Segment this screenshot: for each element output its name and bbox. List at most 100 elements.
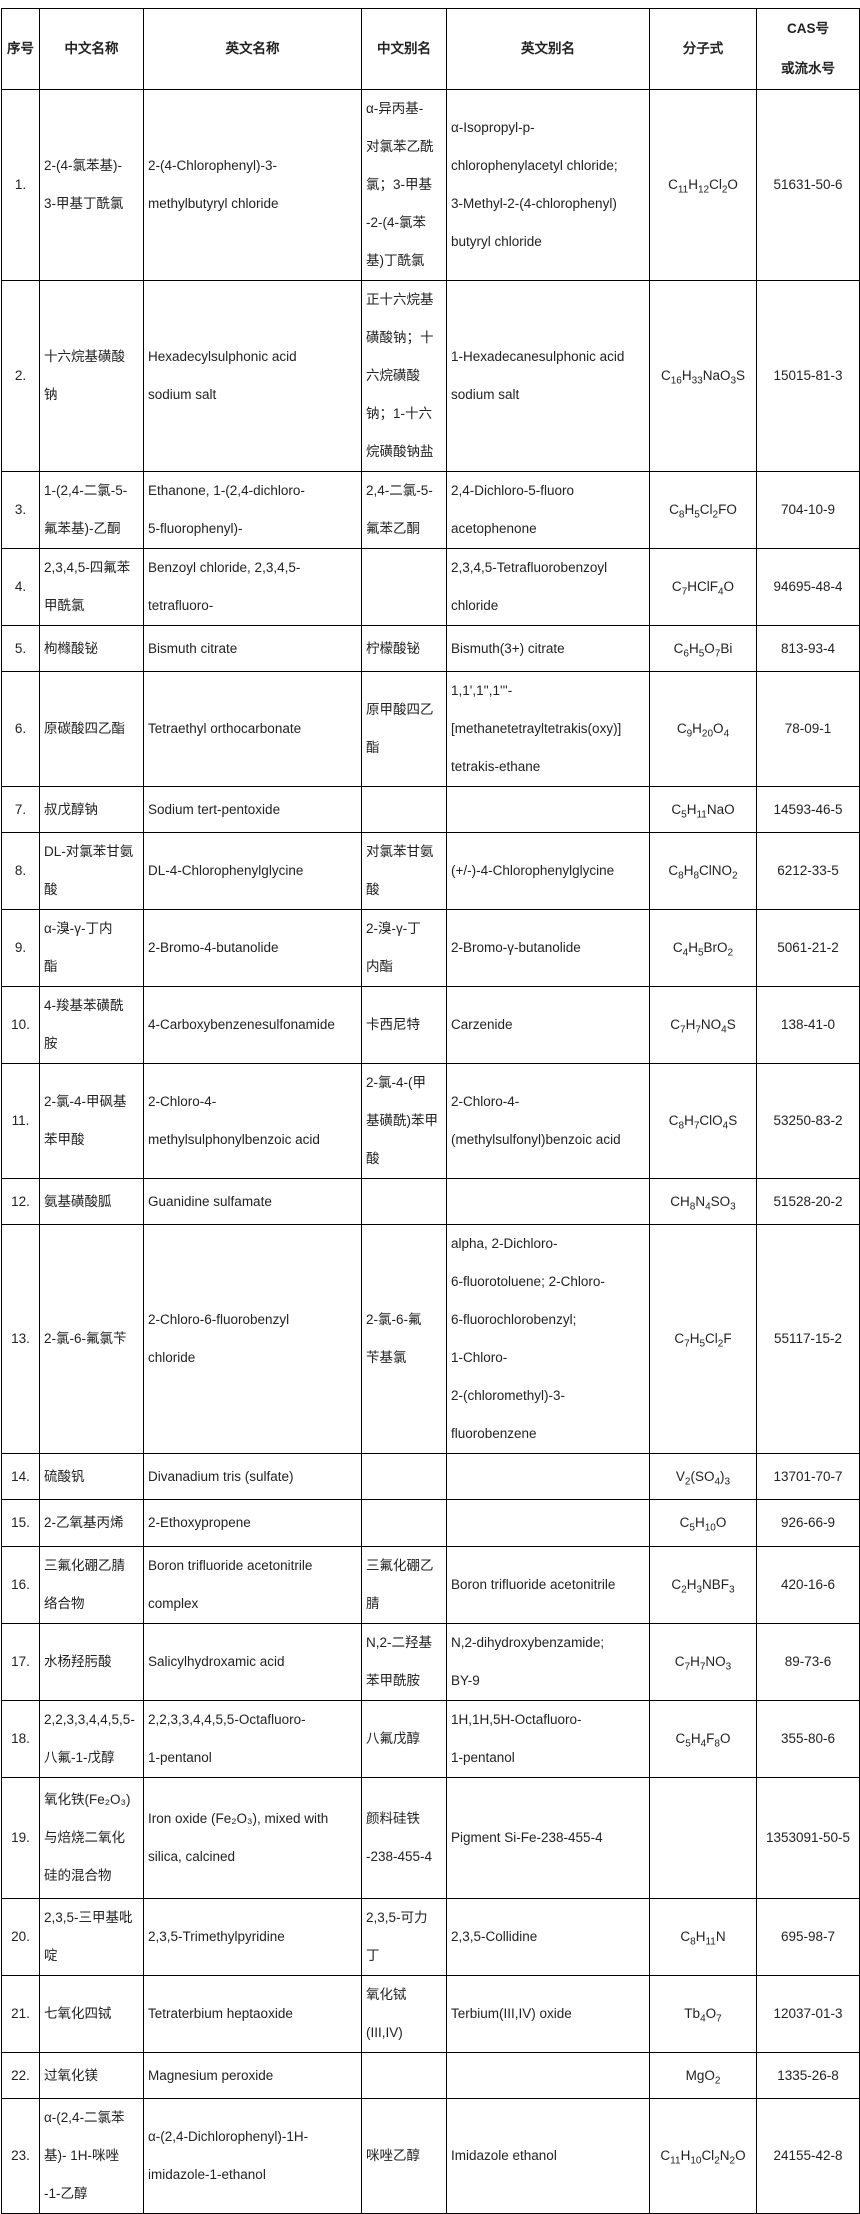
- cell-formula: C7HClF4O: [649, 548, 757, 626]
- cell-en-alias: 1,1',1'',1'''- [methanetetrayltetrakis(o…: [446, 671, 650, 787]
- cell-cas: 51528-20-2: [756, 1178, 860, 1225]
- cell-seq: 5.: [1, 625, 40, 672]
- cell-formula: Tb4O7: [649, 1975, 757, 2053]
- table-row: 17. 水杨羟肟酸 Salicylhydroxamic acid N,2-二羟基 苯甲…: [1, 1623, 860, 1701]
- header-cn-alias: 中文别名: [361, 8, 447, 90]
- cell-en-name: Guanidine sulfamate: [143, 1178, 362, 1225]
- cell-en-alias: 2-Bromo-γ-butanolide: [446, 909, 650, 987]
- table-row: 15. 2-乙氧基丙烯 2-Ethoxypropene C5H10O 926-66-9: [1, 1499, 860, 1547]
- table-row: 23. α-(2,4-二氯苯 基)- 1H-咪唑 -1-乙醇 α-(2,4-Dich…: [1, 2098, 860, 2214]
- cell-en-alias: Boron trifluoride acetonitrile: [446, 1546, 650, 1624]
- cell-cn-name: 枸橼酸铋: [39, 625, 144, 672]
- cell-cas: 55117-15-2: [756, 1224, 860, 1454]
- cell-formula: C7H5Cl2F: [649, 1224, 757, 1454]
- cell-cn-name: 氧化铁(Fe₂O₃) 与焙烧二氧化 硅的混合物: [39, 1777, 144, 1899]
- cell-en-name: 2-Chloro-6-fluorobenzyl chloride: [143, 1224, 362, 1454]
- cell-en-name: Salicylhydroxamic acid: [143, 1623, 362, 1701]
- header-cas: CAS号 或流水号: [756, 8, 860, 90]
- cell-formula: MgO2: [649, 2052, 757, 2099]
- cell-formula: C8H11N: [649, 1898, 757, 1976]
- cell-seq: 16.: [1, 1546, 40, 1624]
- cell-en-name: Magnesium peroxide: [143, 2052, 362, 2099]
- table-row: 1. 2-(4-氯苯基)- 3-甲基丁酰氯 2-(4-Chlorophenyl)-3…: [1, 89, 860, 281]
- cell-en-name: 2-Chloro-4- methylsulphonylbenzoic acid: [143, 1063, 362, 1179]
- cell-cn-alias: 卡西尼特: [361, 986, 447, 1064]
- cell-en-alias: (+/-)-4-Chlorophenylglycine: [446, 832, 650, 910]
- cell-cas: 704-10-9: [756, 471, 860, 549]
- cell-cas: 51631-50-6: [756, 89, 860, 281]
- cell-cn-name: 十六烷基磺酸 钠: [39, 280, 144, 472]
- cell-cn-name: α-(2,4-二氯苯 基)- 1H-咪唑 -1-乙醇: [39, 2098, 144, 2214]
- cell-cn-name: 2,2,3,3,4,4,5,5- 八氟-1-戊醇: [39, 1700, 144, 1778]
- cell-cn-name: 2-(4-氯苯基)- 3-甲基丁酰氯: [39, 89, 144, 281]
- cell-formula: C8H5Cl2FO: [649, 471, 757, 549]
- table-row: 20. 2,3,5-三甲基吡 啶 2,3,5-Trimethylpyridine 2,…: [1, 1898, 860, 1976]
- cell-en-alias: 2,4-Dichloro-5-fluoro acetophenone: [446, 471, 650, 549]
- cell-en-name: DL-4-Chlorophenylglycine: [143, 832, 362, 910]
- cell-cn-alias: α-异丙基- 对氯苯乙酰 氯；3-甲基 -2-(4-氯苯 基)丁酰氯: [361, 89, 447, 281]
- cell-en-name: 4-Carboxybenzenesulfonamide: [143, 986, 362, 1064]
- cell-formula: C9H20O4: [649, 671, 757, 787]
- cell-seq: 2.: [1, 280, 40, 472]
- cell-seq: 8.: [1, 832, 40, 910]
- cell-formula: V2(SO4)3: [649, 1453, 757, 1500]
- cell-en-name: Hexadecylsulphonic acid sodium salt: [143, 280, 362, 472]
- cell-en-alias: [446, 1178, 650, 1225]
- cell-formula: C7H7NO3: [649, 1623, 757, 1701]
- cell-cas: 5061-21-2: [756, 909, 860, 987]
- cell-cn-alias: 2-氯-4-(甲 基磺酰)苯甲 酸: [361, 1063, 447, 1179]
- cell-cas: 24155-42-8: [756, 2098, 860, 2214]
- cell-cn-alias: [361, 1178, 447, 1225]
- cell-seq: 12.: [1, 1178, 40, 1225]
- cell-formula: C5H11NaO: [649, 786, 757, 833]
- cell-cn-alias: [361, 1453, 447, 1500]
- cell-cn-name: 4-羧基苯磺酰 胺: [39, 986, 144, 1064]
- cell-cas: 695-98-7: [756, 1898, 860, 1976]
- cell-formula: C4H5BrO2: [649, 909, 757, 987]
- cell-en-name: Sodium tert-pentoxide: [143, 786, 362, 833]
- cell-cn-name: 原碳酸四乙酯: [39, 671, 144, 787]
- cell-formula: C16H33NaO3S: [649, 280, 757, 472]
- cell-cn-name: 氨基磺酸胍: [39, 1178, 144, 1225]
- table-row: 4. 2,3,4,5-四氟苯 甲酰氯 Benzoyl chloride, 2,3,4…: [1, 548, 860, 626]
- cell-en-name: Ethanone, 1-(2,4-dichloro- 5-fluoropheny…: [143, 471, 362, 549]
- cell-en-name: 2-(4-Chlorophenyl)-3- methylbutyryl chlo…: [143, 89, 362, 281]
- table-row: 12. 氨基磺酸胍 Guanidine sulfamate CH8N4SO3 51528…: [1, 1178, 860, 1225]
- table-row: 22. 过氧化镁 Magnesium peroxide MgO2 1335-26-8: [1, 2052, 860, 2099]
- cell-formula: C11H12Cl2O: [649, 89, 757, 281]
- cell-cn-alias: 2-氯-6-氟 苄基氯: [361, 1224, 447, 1454]
- cell-en-alias: [446, 2052, 650, 2099]
- cell-en-name: Boron trifluoride acetonitrile complex: [143, 1546, 362, 1624]
- cell-cas: 53250-83-2: [756, 1063, 860, 1179]
- table-row: 6. 原碳酸四乙酯 Tetraethyl orthocarbonate 原甲酸四乙 酯…: [1, 671, 860, 787]
- cell-en-name: α-(2,4-Dichlorophenyl)-1H- imidazole-1-e…: [143, 2098, 362, 2214]
- cell-cas: 926-66-9: [756, 1499, 860, 1547]
- cell-cn-alias: 对氯苯甘氨 酸: [361, 832, 447, 910]
- cell-cn-name: 水杨羟肟酸: [39, 1623, 144, 1701]
- cell-cas: 78-09-1: [756, 671, 860, 787]
- table-row: 16. 三氟化硼乙腈 络合物 Boron trifluoride acetonitr…: [1, 1546, 860, 1624]
- cell-cn-name: 1-(2,4-二氯-5- 氟苯基)-乙酮: [39, 471, 144, 549]
- cell-seq: 13.: [1, 1224, 40, 1454]
- cell-formula: C5H4F8O: [649, 1700, 757, 1778]
- table-row: 5. 枸橼酸铋 Bismuth citrate 柠檬酸铋 Bismuth(3+) cit…: [1, 625, 860, 672]
- cell-cn-name: 2,3,4,5-四氟苯 甲酰氯: [39, 548, 144, 626]
- cell-en-alias: Imidazole ethanol: [446, 2098, 650, 2214]
- cell-en-name: Tetraterbium heptaoxide: [143, 1975, 362, 2053]
- cell-seq: 22.: [1, 2052, 40, 2099]
- cell-seq: 7.: [1, 786, 40, 833]
- cell-cn-name: 三氟化硼乙腈 络合物: [39, 1546, 144, 1624]
- cell-en-name: 2-Ethoxypropene: [143, 1499, 362, 1547]
- cell-cn-name: 叔戊醇钠: [39, 786, 144, 833]
- cell-cas: 6212-33-5: [756, 832, 860, 910]
- cell-seq: 18.: [1, 1700, 40, 1778]
- cell-cas: 89-73-6: [756, 1623, 860, 1701]
- cell-seq: 10.: [1, 986, 40, 1064]
- table-row: 21. 七氧化四铽 Tetraterbium heptaoxide 氧化铽 (III,…: [1, 1975, 860, 2053]
- cell-seq: 17.: [1, 1623, 40, 1701]
- cell-en-name: 2,3,5-Trimethylpyridine: [143, 1898, 362, 1976]
- cell-cn-alias: 正十六烷基 磺酸钠；十 六烷磺酸 钠；1-十六 烷磺酸钠盐: [361, 280, 447, 472]
- cell-formula: C2H3NBF3: [649, 1546, 757, 1624]
- cell-en-name: 2-Bromo-4-butanolide: [143, 909, 362, 987]
- cell-cn-alias: 2,3,5-可力 丁: [361, 1898, 447, 1976]
